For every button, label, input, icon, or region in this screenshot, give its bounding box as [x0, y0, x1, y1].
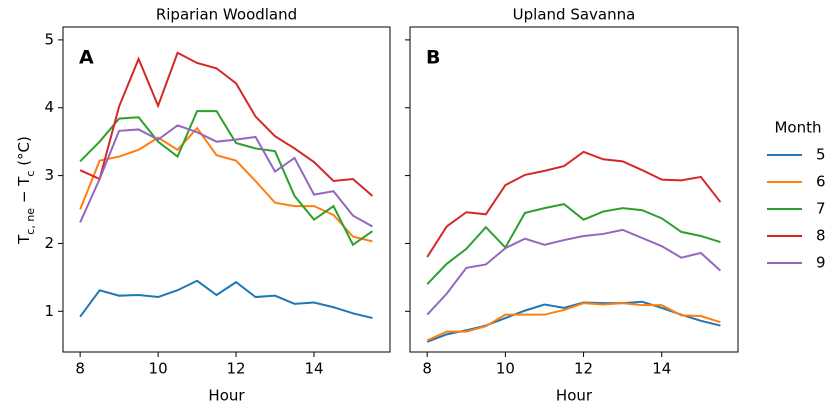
x-tick-label: 14 [304, 360, 323, 378]
legend-label: 6 [816, 173, 826, 191]
y-label-part: T [15, 234, 33, 245]
legend-label: 7 [816, 200, 826, 218]
legend-title: Month [774, 119, 821, 137]
data-line [79, 124, 373, 228]
data-line [426, 302, 721, 342]
y-label-part: − T [15, 176, 33, 208]
panel-title: Riparian Woodland [156, 6, 297, 24]
panel-letter: B [426, 47, 440, 69]
y-label-part: (°C) [15, 136, 33, 170]
data-line [426, 228, 722, 316]
x-tick-label: 14 [652, 360, 671, 378]
x-tick-label: 10 [496, 360, 515, 378]
x-tick-label: 12 [227, 360, 246, 378]
data-line [79, 279, 373, 320]
y-tick-label: 3 [44, 166, 54, 184]
legend-label: 8 [816, 227, 826, 245]
legend-label: 5 [816, 146, 826, 164]
x-axis-label: Hour [556, 387, 593, 405]
data-line [79, 126, 373, 243]
plot-frame [409, 26, 739, 353]
plot-frame [62, 26, 391, 353]
y-tick-label: 2 [44, 234, 54, 252]
legend-label: 9 [816, 254, 826, 272]
data-line [79, 51, 374, 197]
data-line [426, 150, 722, 258]
data-line [426, 203, 721, 285]
y-tick-label: 5 [44, 30, 54, 48]
x-axis-label: Hour [208, 387, 245, 405]
y-tick-label: 1 [44, 302, 54, 320]
x-tick-label: 8 [422, 360, 432, 378]
x-tick-label: 10 [149, 360, 168, 378]
y-label-part: c, ne [24, 208, 37, 235]
y-tick-label: 4 [44, 98, 54, 116]
panel-letter: A [79, 47, 94, 69]
x-tick-label: 12 [574, 360, 593, 378]
data-line [426, 300, 721, 343]
data-line [79, 110, 374, 247]
panel-title: Upland Savanna [513, 6, 636, 24]
y-label-part: c [24, 171, 37, 177]
y-axis-label: Tc, ne − Tc (°C) [15, 136, 37, 245]
x-tick-label: 8 [75, 360, 85, 378]
